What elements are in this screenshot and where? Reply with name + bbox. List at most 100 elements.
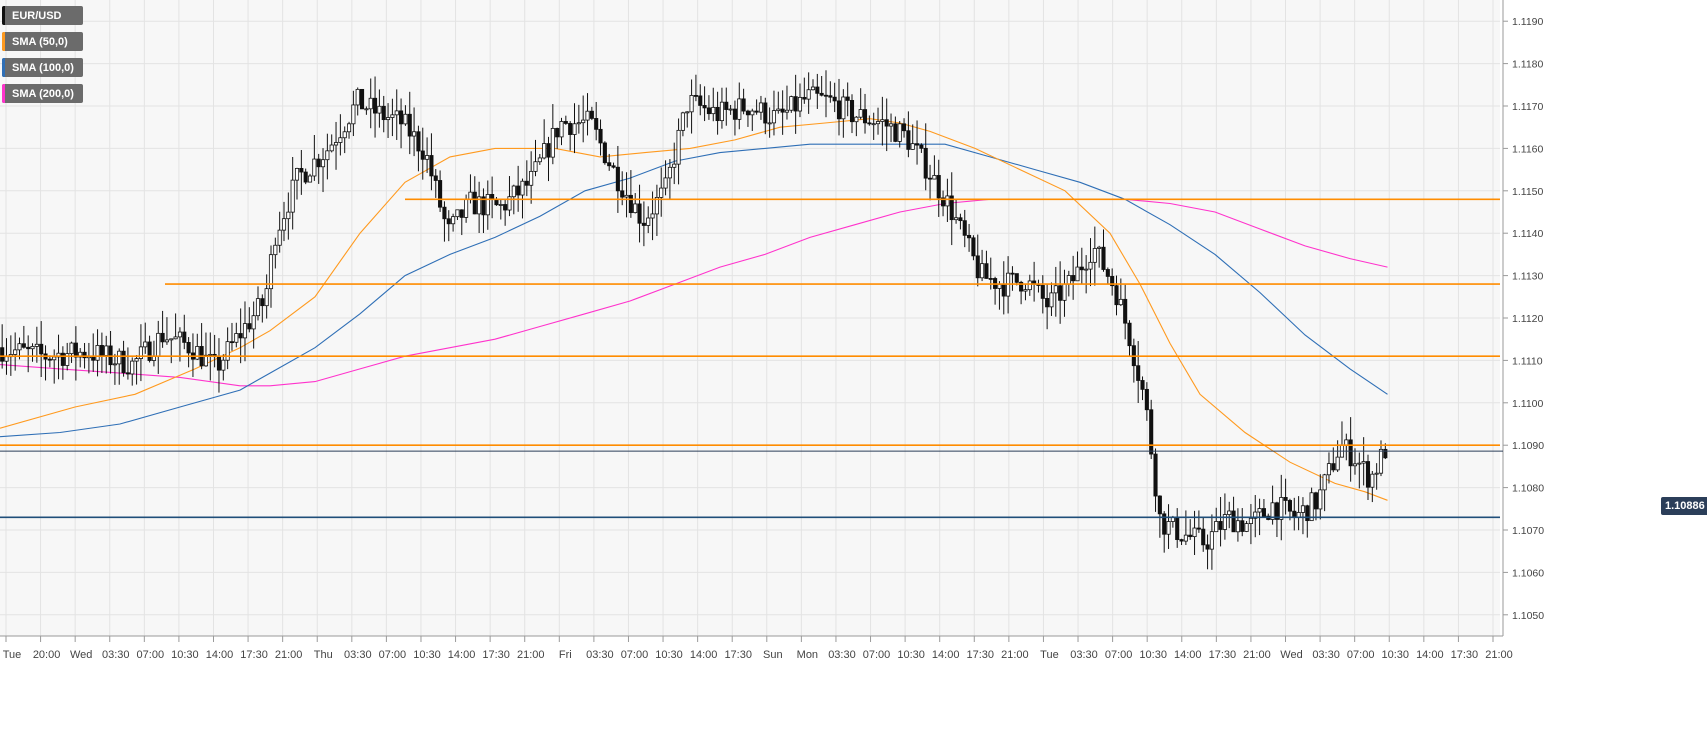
legend-swatch-sma100 bbox=[2, 58, 5, 77]
legend-item-eurusd[interactable]: EUR/USD bbox=[2, 6, 83, 25]
x-tick-label: Mon bbox=[797, 649, 818, 661]
candle-bearish bbox=[602, 142, 607, 164]
candle-bearish bbox=[229, 341, 235, 344]
candle-bullish bbox=[728, 108, 733, 111]
candle-bullish bbox=[281, 218, 287, 231]
candle-bearish bbox=[360, 88, 365, 110]
legend-label-sma100: SMA (100,0) bbox=[12, 61, 74, 74]
candle-bearish bbox=[1114, 285, 1119, 306]
candle-bearish bbox=[1001, 284, 1006, 297]
candle-bullish bbox=[177, 331, 182, 338]
candle-bearish bbox=[1188, 534, 1193, 538]
candle-bullish bbox=[954, 217, 959, 221]
candle-bearish bbox=[780, 108, 785, 113]
candle-bullish bbox=[195, 346, 200, 360]
candle-bearish bbox=[949, 195, 954, 221]
x-tick-label: 10:30 bbox=[171, 649, 199, 661]
candle-bullish bbox=[542, 143, 547, 159]
candle-bullish bbox=[255, 298, 261, 317]
legend-item-sma100[interactable]: SMA (100,0) bbox=[2, 58, 83, 77]
candle-bullish bbox=[1209, 531, 1214, 550]
candle-bearish bbox=[373, 97, 378, 114]
candle-bearish bbox=[1231, 510, 1236, 533]
candle-bullish bbox=[767, 122, 772, 125]
y-tick-label: 1.1120 bbox=[1512, 313, 1543, 325]
candle-bullish bbox=[112, 363, 117, 366]
candle-bullish bbox=[1075, 266, 1080, 282]
candle-bullish bbox=[945, 195, 950, 207]
y-tick-label: 1.1060 bbox=[1512, 567, 1544, 579]
x-tick-label: 07:00 bbox=[621, 649, 649, 661]
candle-bullish bbox=[758, 102, 764, 113]
candle-bearish bbox=[21, 343, 26, 348]
candle-bearish bbox=[186, 341, 191, 354]
legend-item-sma200[interactable]: SMA (200,0) bbox=[2, 84, 83, 103]
candle-bearish bbox=[1058, 285, 1063, 301]
candle-bearish bbox=[73, 342, 78, 358]
candle-bearish bbox=[1283, 497, 1288, 501]
candle-bullish bbox=[225, 341, 230, 361]
candle-bearish bbox=[459, 209, 464, 218]
candle-bearish bbox=[91, 356, 96, 361]
candle-bullish bbox=[333, 142, 339, 146]
legend-swatch-sma50 bbox=[2, 32, 5, 51]
candle-bullish bbox=[364, 108, 369, 111]
candle-bearish bbox=[1127, 322, 1132, 347]
candle-bullish bbox=[169, 338, 174, 341]
y-tick-label: 1.1080 bbox=[1512, 483, 1544, 495]
candle-bullish bbox=[1322, 474, 1327, 491]
candle-bearish bbox=[429, 155, 434, 177]
candle-bullish bbox=[659, 187, 664, 198]
candle-bearish bbox=[693, 95, 698, 97]
candle-bearish bbox=[1071, 275, 1076, 282]
candle-bullish bbox=[151, 356, 156, 361]
candle-bullish bbox=[719, 101, 724, 122]
candle-bearish bbox=[238, 333, 243, 339]
candle-bullish bbox=[797, 96, 803, 112]
candle-bearish bbox=[715, 106, 720, 122]
candle-bearish bbox=[1274, 502, 1279, 520]
candle-bearish bbox=[1105, 269, 1110, 277]
candle-bullish bbox=[203, 354, 209, 367]
candle-bearish bbox=[901, 123, 907, 132]
candle-bearish bbox=[802, 96, 807, 100]
candle-bearish bbox=[568, 123, 573, 135]
candle-bearish bbox=[1157, 495, 1162, 515]
candle-bullish bbox=[750, 110, 755, 116]
candle-bullish bbox=[1027, 280, 1032, 291]
candle-bearish bbox=[815, 86, 820, 94]
candle-bearish bbox=[524, 180, 529, 186]
candle-bullish bbox=[13, 349, 18, 355]
candle-bullish bbox=[667, 166, 672, 179]
candle-bearish bbox=[1175, 517, 1180, 540]
candle-bearish bbox=[936, 175, 941, 199]
candle-bullish bbox=[880, 119, 885, 122]
candle-bearish bbox=[420, 150, 425, 160]
x-tick-label: 21:00 bbox=[275, 649, 303, 661]
candle-bullish bbox=[477, 196, 482, 215]
legend-item-sma50[interactable]: SMA (50,0) bbox=[2, 32, 83, 51]
candle-bearish bbox=[442, 206, 447, 220]
candle-bullish bbox=[134, 358, 139, 362]
candle-bullish bbox=[1053, 285, 1058, 294]
candle-bullish bbox=[1214, 521, 1219, 533]
candle-bullish bbox=[1270, 502, 1275, 520]
candle-bullish bbox=[1374, 472, 1379, 475]
candle-bullish bbox=[1253, 511, 1258, 519]
candle-bullish bbox=[242, 323, 248, 339]
candle-bearish bbox=[303, 171, 308, 183]
candle-bullish bbox=[138, 346, 143, 359]
x-tick-label: Wed bbox=[70, 649, 92, 661]
candle-bearish bbox=[967, 234, 972, 239]
candle-bullish bbox=[1300, 505, 1305, 513]
candle-bearish bbox=[620, 190, 625, 198]
candle-bearish bbox=[1218, 521, 1223, 530]
candle-bullish bbox=[355, 88, 360, 106]
y-tick-label: 1.1170 bbox=[1512, 101, 1543, 113]
candle-bearish bbox=[1040, 285, 1045, 299]
candle-bullish bbox=[910, 143, 915, 150]
x-tick-label: Tue bbox=[1040, 649, 1059, 661]
candle-bearish bbox=[1261, 508, 1266, 517]
candle-bearish bbox=[516, 185, 521, 196]
